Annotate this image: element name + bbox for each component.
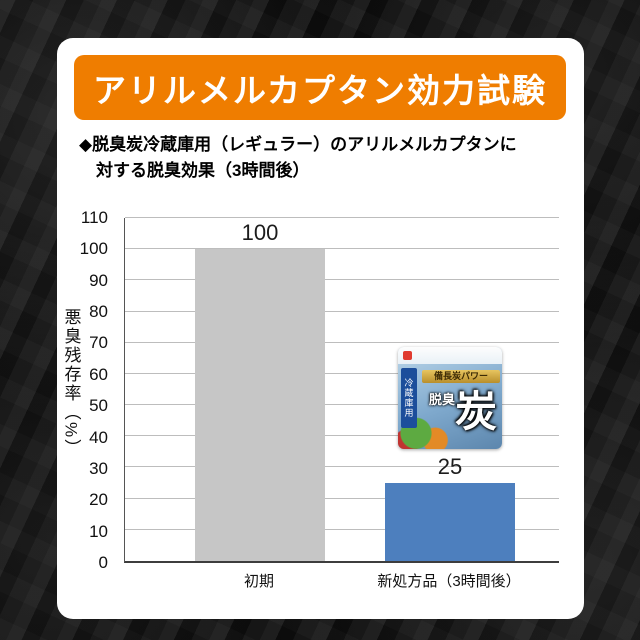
y-tick-label: 70 xyxy=(89,333,108,353)
product-ribbon: 備長炭パワー xyxy=(422,370,500,384)
x-label-initial: 初期 xyxy=(243,573,274,590)
bar-slot-new-formula: 冷蔵庫用 備長炭パワー 脱臭炭 25 xyxy=(385,218,515,561)
gridline xyxy=(125,217,559,218)
bar-new-formula xyxy=(385,483,515,561)
gridline xyxy=(125,435,559,437)
y-tick-label: 60 xyxy=(89,364,108,384)
y-tick-label: 20 xyxy=(89,490,108,510)
y-tick-label: 10 xyxy=(89,521,108,541)
chart-subtitle: ◆脱臭炭冷蔵庫用（レギュラー）のアリルメルカプタンに 対する脱臭効果（3時間後） xyxy=(79,132,570,184)
x-axis-labels: 初期 新処方品（3時間後） xyxy=(124,570,559,594)
gridline xyxy=(125,341,559,343)
product-package-image: 冷蔵庫用 備長炭パワー 脱臭炭 xyxy=(398,347,502,450)
product-side-label: 冷蔵庫用 xyxy=(401,368,417,429)
gridline xyxy=(125,466,559,468)
subtitle-line-1: ◆脱臭炭冷蔵庫用（レギュラー）のアリルメルカプタンに xyxy=(79,135,517,154)
gridline xyxy=(125,404,559,406)
y-axis-title: 悪臭残存率（%） xyxy=(61,307,81,459)
product-name: 脱臭炭 xyxy=(421,385,497,445)
content-card: アリルメルカプタン効力試験 ◆脱臭炭冷蔵庫用（レギュラー）のアリルメルカプタンに… xyxy=(57,38,584,619)
y-tick-label: 110 xyxy=(80,208,108,227)
bar-slot-initial: 100 xyxy=(195,218,325,561)
title-banner: アリルメルカプタン効力試験 xyxy=(74,55,566,120)
y-tick-label: 90 xyxy=(89,270,108,290)
gridline xyxy=(125,372,559,374)
y-tick-label: 50 xyxy=(89,396,108,416)
x-label-new-formula: 新処方品（3時間後） xyxy=(377,573,521,590)
gridline xyxy=(125,248,559,250)
gridline xyxy=(125,497,559,499)
y-tick-label: 100 xyxy=(79,239,108,259)
brand-logo-icon xyxy=(403,351,412,361)
gridline xyxy=(125,279,559,281)
bar-initial xyxy=(195,249,325,561)
y-axis-tick-labels: 0 10 20 30 40 50 60 70 80 90 100 110 xyxy=(57,208,116,572)
product-top-band xyxy=(398,347,502,365)
y-tick-label: 80 xyxy=(89,302,108,322)
gridline xyxy=(125,528,559,530)
bar-value-initial: 100 xyxy=(241,220,279,246)
y-tick-label: 0 xyxy=(98,553,108,572)
product-name-small: 脱臭 xyxy=(428,392,455,408)
y-tick-label: 40 xyxy=(89,427,108,447)
bar-value-new-formula: 25 xyxy=(437,454,463,480)
y-tick-label: 30 xyxy=(89,458,108,478)
subtitle-line-2: 対する脱臭効果（3時間後） xyxy=(96,161,310,180)
gridline xyxy=(125,310,559,312)
page-title: アリルメルカプタン効力試験 xyxy=(92,71,547,109)
plot-area: 100 冷蔵庫用 備長炭パワー 脱臭炭 25 xyxy=(124,217,559,563)
product-name-big: 炭 xyxy=(454,388,497,436)
deodorizing-effect-bar-chart: 悪臭残存率（%） 0 10 20 30 40 50 60 70 80 90 100 110 100 冷… xyxy=(57,208,584,613)
